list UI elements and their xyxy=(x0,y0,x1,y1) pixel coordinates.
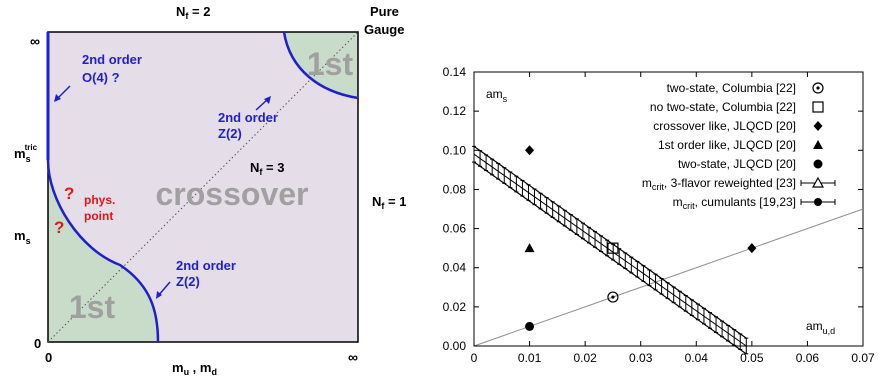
y-axis-inf: ∞ xyxy=(30,33,40,49)
diagonal-line xyxy=(473,208,864,347)
data-point-filled-diamond xyxy=(747,243,757,254)
data-point-open-square xyxy=(607,242,619,254)
x-tick-label: 0.02 xyxy=(573,351,597,365)
legend-label: 1st order like, JLQCD [20] xyxy=(658,138,796,152)
marker-ring xyxy=(812,82,824,94)
y-tick-label: 0.00 xyxy=(443,339,467,353)
band-upper-edge xyxy=(473,145,747,339)
x-tick-label: 0.01 xyxy=(518,351,542,365)
question-mark-1: ? xyxy=(64,184,74,203)
z2-top-arrow-head xyxy=(264,96,271,104)
first-order-label-bottom: 1st xyxy=(69,289,116,325)
marker-diamond xyxy=(813,121,823,131)
scatter-plot: 0 0.01 0.02 0.03 0.04 0.05 0.06 0.07 0.000.020.… xyxy=(443,65,875,365)
data-point-filled-circle xyxy=(525,321,535,331)
first-order-region-bottom xyxy=(48,160,158,342)
phys-point-line2: point xyxy=(84,209,113,223)
z2-boundary-top xyxy=(282,31,359,100)
y-tick-label: 0.04 xyxy=(443,261,467,275)
y-ticks: 0.00 0.02 0.04 0.06 0.08 0.10 0.12 0.14 xyxy=(443,65,863,353)
y-axis-zero: 0 xyxy=(34,336,41,351)
y-tick-label: 0.14 xyxy=(443,65,467,79)
x-tick-label: 0.05 xyxy=(740,351,764,365)
question-mark-2: ? xyxy=(54,218,64,237)
z2-top-label-line2: Z(2) xyxy=(218,126,242,141)
data-point-filled-diamond xyxy=(525,145,535,156)
first-order-label-top: 1st xyxy=(307,46,354,82)
band-center-line xyxy=(473,153,747,347)
pure-label: Pure xyxy=(370,4,399,19)
data-points xyxy=(524,145,757,331)
o4-label-line2: O(4) ? xyxy=(82,70,120,85)
y-tick-label: 0.10 xyxy=(443,143,467,157)
legend-marker-circle-dot xyxy=(812,82,824,94)
marker-circle xyxy=(525,321,535,331)
z2-boundary-bottom xyxy=(46,159,160,343)
band-lower-edge xyxy=(473,161,747,355)
y-tick-label: 0.12 xyxy=(443,104,467,118)
data-point-circle-dot xyxy=(607,291,619,303)
marker-square xyxy=(607,242,619,254)
gauge-label: Gauge xyxy=(364,22,404,37)
legend-label: two-state, JLQCD [20] xyxy=(678,157,796,171)
legend-label: mcrit, cumulants [19,23] xyxy=(673,195,796,211)
x-tick-label: 0.04 xyxy=(685,351,709,365)
first-order-region-top xyxy=(284,32,358,98)
x-axis-inf: ∞ xyxy=(348,349,358,365)
x-tick-label: 0.06 xyxy=(796,351,820,365)
o4-arrow-head xyxy=(54,94,61,102)
nf2-label: Nf = 2 xyxy=(176,4,210,21)
y-tick-label: 0.08 xyxy=(443,182,467,196)
columbia-diagram: crossover 1st 1st 2nd order O(4) ? 2nd o… xyxy=(14,4,406,377)
legend-marker-open-square xyxy=(812,101,824,113)
z2-bottom-label-line1: 2nd order xyxy=(176,258,236,273)
diagram-frame xyxy=(47,31,359,343)
nf3-diagonal xyxy=(47,31,359,343)
legend-label: crossover like, JLQCD [20] xyxy=(653,119,796,133)
legend-marker-filled-circle-line xyxy=(800,198,836,206)
marker-dot xyxy=(611,295,615,299)
data-point-filled-triangle xyxy=(524,243,535,253)
y-axis-ms-tric: mstric xyxy=(14,143,38,164)
marker-triangle xyxy=(524,243,535,253)
nf3-label: Nf = 3 xyxy=(250,160,284,177)
x-axis-label: mu , md xyxy=(172,360,217,377)
x-tick-label: 0.07 xyxy=(851,351,875,365)
x-tick-label: 0.03 xyxy=(629,351,653,365)
x-tick-label: 0 xyxy=(471,351,478,365)
phys-point-line1: phys. xyxy=(84,193,115,207)
marker-open-triangle xyxy=(811,176,825,188)
x-ticks: 0 0.01 0.02 0.03 0.04 0.05 0.06 0.07 xyxy=(471,72,875,365)
critical-band xyxy=(472,145,749,355)
marker-triangle xyxy=(813,140,823,149)
legend-marker-filled-circle xyxy=(813,159,823,169)
z2-bottom-label-line2: Z(2) xyxy=(176,274,200,289)
marker-ring xyxy=(607,291,619,303)
marker-diamond xyxy=(747,243,757,254)
legend: two-state, Columbia [22] no two-state, Co… xyxy=(642,81,836,211)
x-axis-label: amu,d xyxy=(806,319,835,336)
y-tick-label: 0.02 xyxy=(443,300,467,314)
z2-bottom-arrow-head xyxy=(156,291,162,299)
legend-marker-filled-diamond xyxy=(813,121,823,131)
legend-label: two-state, Columbia [22] xyxy=(667,81,796,95)
o4-label-line1: 2nd order xyxy=(82,52,142,67)
legend-label: no two-state, Columbia [22] xyxy=(650,100,796,114)
marker-diamond xyxy=(525,145,535,156)
marker-circle xyxy=(814,198,822,206)
marker-dot xyxy=(816,86,820,90)
crossover-label: crossover xyxy=(156,176,309,212)
z2-top-label-line1: 2nd order xyxy=(218,110,278,125)
y-axis-ms: ms xyxy=(14,228,31,246)
legend-marker-filled-triangle xyxy=(813,140,823,149)
marker-circle xyxy=(813,159,823,169)
legend-label: mcrit, 3-flavor reweighted [23] xyxy=(642,176,796,192)
nf1-label: Nf = 1 xyxy=(372,194,406,211)
marker-square xyxy=(812,101,824,113)
y-axis-label: ams xyxy=(486,87,508,104)
x-axis-zero: 0 xyxy=(45,350,52,365)
y-tick-label: 0.06 xyxy=(443,222,467,236)
legend-marker-open-triangle-line xyxy=(800,176,836,188)
